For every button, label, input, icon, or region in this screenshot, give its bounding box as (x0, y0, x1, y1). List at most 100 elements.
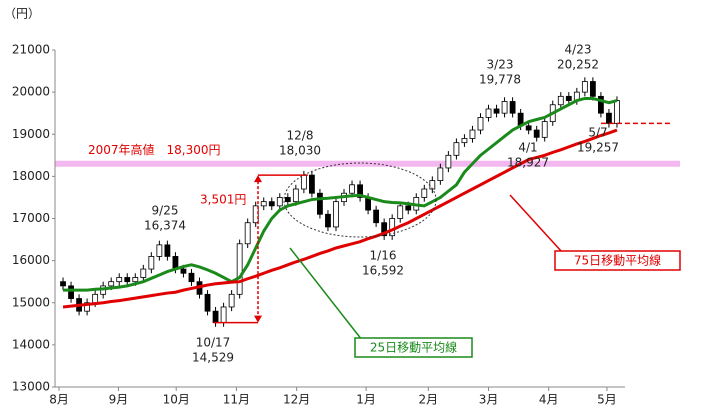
candle-body (92, 293, 99, 304)
x-tick-label: 9月 (109, 393, 129, 407)
x-tick-label: 2月 (418, 393, 438, 407)
candle-body (204, 293, 211, 312)
candle-body (397, 205, 404, 219)
candle-body (284, 197, 291, 203)
candle-body (606, 112, 612, 124)
candle-body (485, 108, 492, 118)
candle-body (212, 310, 219, 323)
ma-line (62, 128, 618, 309)
candle-body (461, 138, 468, 144)
candle-body (220, 306, 227, 323)
candle-body (60, 281, 66, 287)
candle-body (68, 285, 74, 299)
candle-body (525, 125, 532, 131)
x-tick-label: 10月 (163, 393, 190, 407)
arrow-head (254, 315, 262, 323)
candle-body (581, 81, 588, 93)
x-tick-label: 4月 (539, 393, 559, 407)
candle-body (557, 95, 564, 106)
legend-label: 25日移動平均線 (370, 340, 457, 355)
annotation-date: 10/17 (196, 336, 231, 350)
y-tick-label: 19000 (12, 127, 50, 141)
ma-line (63, 96, 618, 292)
candle-body (333, 201, 339, 228)
y-tick-label: 18000 (12, 169, 50, 183)
candle-body (244, 222, 251, 245)
callout-box (554, 250, 681, 271)
candle-body (188, 272, 195, 283)
annotation-value: 14,529 (192, 351, 234, 365)
candle-body (228, 293, 235, 308)
annotation-value: 16,592 (362, 264, 404, 278)
candle-body (317, 192, 323, 215)
annotation-date: 5/7 (588, 126, 607, 140)
candle-body (349, 184, 355, 194)
annotation-date: 9/25 (152, 204, 179, 218)
candle-body (116, 277, 123, 283)
candle-body (565, 95, 572, 101)
candle-body (260, 201, 267, 207)
annotation-date: 1/16 (370, 249, 397, 263)
candle-body (84, 302, 91, 312)
candle-body (541, 121, 548, 138)
candle-body (124, 277, 131, 283)
candle-body (292, 188, 299, 203)
reference-label: 2007年高値 18,300円 (88, 142, 221, 157)
annotation-value: 19,778 (479, 73, 521, 87)
candle-body (469, 129, 476, 139)
y-tick-label: 21000 (12, 43, 50, 57)
arrow-head (254, 175, 262, 183)
y-tick-label: 14000 (12, 337, 50, 351)
candle-body (381, 222, 388, 237)
x-tick-label: 11月 (223, 393, 250, 407)
y-tick-label: 20000 (12, 85, 50, 99)
candle-body (501, 101, 508, 114)
callout-box (354, 337, 473, 358)
annotation-date: 12/8 (287, 129, 314, 143)
y-tick-label: 16000 (12, 253, 50, 267)
candle-body (405, 205, 412, 211)
candle-body (164, 244, 171, 257)
x-tick-label: 3月 (479, 393, 499, 407)
y-tick-label: 17000 (12, 211, 50, 225)
annotation-value: 16,374 (144, 219, 186, 233)
candle-body (493, 108, 500, 114)
annotation-date: 3/23 (487, 58, 514, 72)
callout-leader (509, 194, 563, 253)
y-tick-label: 13000 (12, 380, 50, 394)
callout-leader (289, 247, 363, 341)
annotation-value: 18,030 (279, 144, 321, 158)
candle-body (108, 281, 115, 287)
candle-body (252, 205, 259, 224)
candle-body (614, 100, 620, 124)
candle-body (453, 142, 460, 156)
x-tick-label: 8月 (49, 393, 69, 407)
legend-label: 75日移動平均線 (574, 253, 661, 268)
candle-body (509, 101, 516, 114)
candle-body (148, 256, 155, 270)
candle-body (140, 268, 147, 278)
candle-body (325, 213, 331, 228)
range-ellipse (283, 162, 437, 238)
candle-body (373, 209, 380, 224)
candle-body (156, 244, 163, 257)
candle-body (445, 154, 452, 169)
candle-body (300, 174, 307, 190)
annotation-date: 4/1 (518, 141, 537, 155)
candle-body (477, 117, 484, 131)
annotation-value: 20,252 (557, 58, 599, 72)
annotation-value: 19,257 (577, 141, 619, 155)
candle-body (533, 129, 540, 138)
candle-body (437, 167, 444, 181)
candle-body (132, 277, 139, 283)
candle-body (589, 81, 596, 97)
x-tick-label: 12月 (283, 393, 310, 407)
candle-body (357, 184, 363, 198)
x-tick-label: 5月 (597, 393, 617, 407)
candle-body (598, 95, 604, 114)
reference-band (55, 160, 680, 167)
y-unit-label: （円） (4, 7, 40, 21)
y-tick-label: 15000 (12, 295, 50, 309)
candle-body (268, 201, 275, 207)
